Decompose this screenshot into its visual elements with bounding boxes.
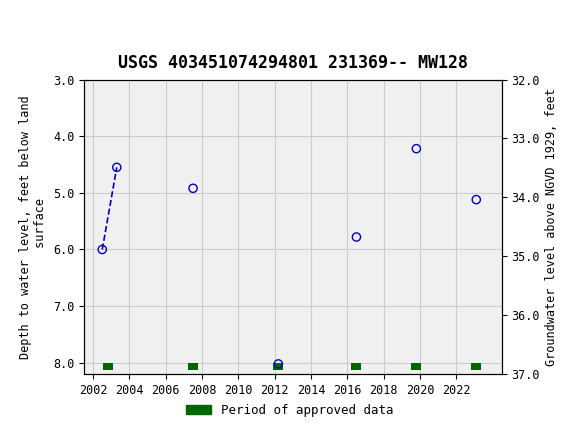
Bar bbox=[188, 363, 198, 370]
Bar bbox=[351, 363, 361, 370]
Point bbox=[112, 164, 121, 171]
Bar bbox=[472, 363, 481, 370]
Point bbox=[188, 185, 198, 192]
Bar bbox=[103, 363, 113, 370]
Point bbox=[97, 246, 107, 253]
Bar bbox=[411, 363, 421, 370]
Text: █USGS: █USGS bbox=[9, 11, 67, 27]
Title: USGS 403451074294801 231369-- MW128: USGS 403451074294801 231369-- MW128 bbox=[118, 55, 468, 72]
Point bbox=[352, 233, 361, 240]
Y-axis label: Groundwater level above NGVD 1929, feet: Groundwater level above NGVD 1929, feet bbox=[545, 88, 559, 366]
Point bbox=[412, 145, 421, 152]
Legend: Period of approved data: Period of approved data bbox=[181, 399, 399, 421]
Point bbox=[274, 360, 283, 367]
Point bbox=[472, 196, 481, 203]
Bar bbox=[273, 363, 284, 370]
Y-axis label: Depth to water level, feet below land
 surface: Depth to water level, feet below land su… bbox=[20, 95, 48, 359]
